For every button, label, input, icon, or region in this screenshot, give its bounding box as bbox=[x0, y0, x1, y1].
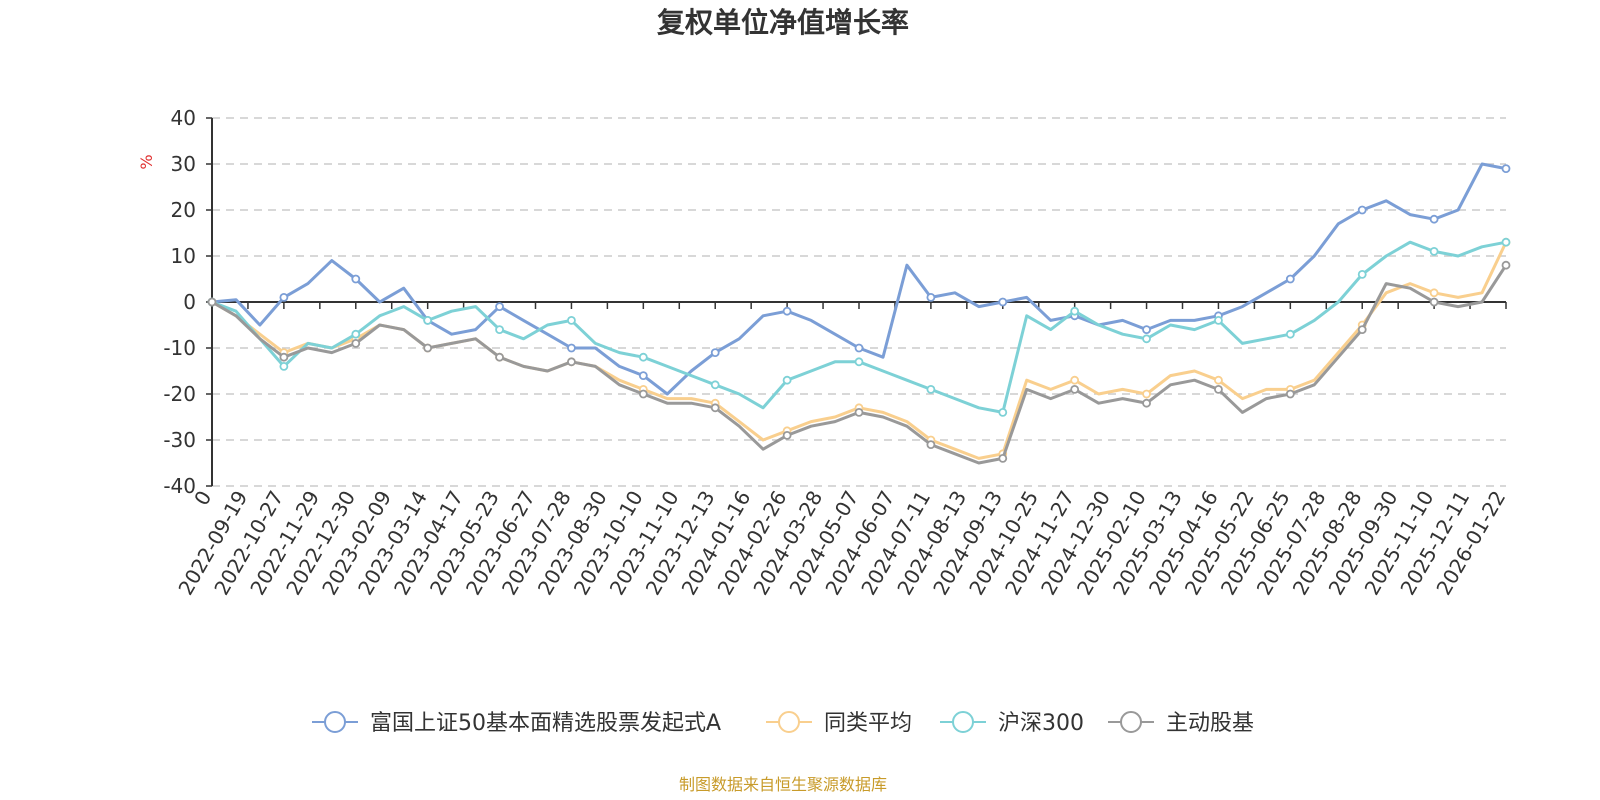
series-point[interactable] bbox=[567, 343, 576, 353]
series-point[interactable] bbox=[638, 371, 648, 381]
series-point[interactable] bbox=[1357, 269, 1367, 279]
series-point[interactable] bbox=[207, 297, 217, 307]
series-point[interactable] bbox=[710, 403, 720, 413]
series-point[interactable] bbox=[495, 302, 504, 312]
series-point[interactable] bbox=[279, 352, 289, 362]
series-point[interactable] bbox=[1070, 384, 1080, 394]
series-point[interactable] bbox=[710, 380, 720, 390]
series-point[interactable] bbox=[351, 329, 361, 339]
legend-item[interactable]: 同类平均 bbox=[766, 711, 912, 736]
series-point[interactable] bbox=[351, 274, 361, 284]
x-tick-label: 0 bbox=[189, 487, 216, 510]
series-point[interactable] bbox=[1285, 389, 1295, 399]
series-point[interactable] bbox=[1142, 389, 1151, 399]
legend-label: 富国上证50基本面精选股票发起式A bbox=[370, 711, 721, 736]
series-point[interactable] bbox=[710, 348, 720, 358]
y-tick-label: -30 bbox=[163, 428, 196, 452]
y-tick-label: 20 bbox=[171, 198, 196, 222]
legend-item[interactable]: 富国上证50基本面精选股票发起式A bbox=[312, 711, 721, 736]
series-point[interactable] bbox=[423, 343, 433, 353]
series-point[interactable] bbox=[423, 315, 433, 325]
series-point[interactable] bbox=[351, 338, 361, 348]
legend-circle-icon bbox=[1120, 711, 1142, 733]
y-tick-label: -40 bbox=[163, 474, 196, 498]
series-point[interactable] bbox=[1142, 334, 1151, 344]
legend-item[interactable]: 主动股基 bbox=[1108, 711, 1254, 736]
legend-label: 沪深300 bbox=[998, 711, 1084, 736]
series-point[interactable] bbox=[279, 361, 289, 371]
legend-circle-icon bbox=[952, 711, 974, 733]
series-point[interactable] bbox=[998, 297, 1008, 307]
legend-label: 同类平均 bbox=[824, 711, 912, 736]
legend[interactable]: 富国上证50基本面精选股票发起式A 同类平均 沪深300 主动股基 bbox=[312, 711, 1254, 736]
series-point[interactable] bbox=[1357, 325, 1367, 335]
series-point[interactable] bbox=[854, 343, 864, 353]
y-tick-label: -10 bbox=[163, 336, 196, 360]
series-point[interactable] bbox=[782, 375, 792, 385]
legend-label: 主动股基 bbox=[1166, 711, 1254, 736]
y-tick-label: 10 bbox=[171, 244, 196, 268]
series-point[interactable] bbox=[1142, 398, 1151, 408]
chart-title: 复权单位净值增长率 bbox=[657, 6, 909, 39]
series-layer bbox=[207, 162, 1511, 465]
series-point[interactable] bbox=[998, 407, 1008, 417]
series-point[interactable] bbox=[998, 453, 1008, 463]
series-point[interactable] bbox=[854, 357, 864, 367]
data-source-note: 制图数据来自恒生聚源数据库 bbox=[679, 775, 887, 794]
series-point[interactable] bbox=[1429, 297, 1439, 307]
series-point[interactable] bbox=[638, 352, 648, 362]
series-point[interactable] bbox=[1214, 315, 1223, 325]
series-point[interactable] bbox=[567, 315, 576, 325]
series-point[interactable] bbox=[1285, 329, 1295, 339]
series-point[interactable] bbox=[1357, 205, 1367, 215]
series-point[interactable] bbox=[495, 325, 504, 335]
y-tick-label: 0 bbox=[183, 290, 196, 314]
series-point[interactable] bbox=[782, 306, 792, 316]
y-tick-label: 40 bbox=[171, 106, 196, 130]
series-point[interactable] bbox=[926, 384, 936, 394]
series-point[interactable] bbox=[567, 357, 576, 367]
series-point[interactable] bbox=[1429, 246, 1439, 256]
series-point[interactable] bbox=[1070, 306, 1080, 316]
series-point[interactable] bbox=[1429, 288, 1439, 298]
series-2 bbox=[207, 237, 1511, 417]
series-point[interactable] bbox=[1501, 260, 1511, 270]
series-point[interactable] bbox=[1501, 164, 1511, 174]
legend-circle-icon bbox=[778, 711, 800, 733]
series-point[interactable] bbox=[782, 430, 792, 440]
series-3 bbox=[207, 260, 1511, 465]
series-point[interactable] bbox=[1070, 375, 1080, 385]
legend-circle-icon bbox=[324, 711, 346, 733]
series-point[interactable] bbox=[1142, 325, 1151, 335]
y-axis-unit: % bbox=[137, 154, 156, 169]
series-point[interactable] bbox=[495, 352, 504, 362]
y-tick-label: -20 bbox=[163, 382, 196, 406]
axes: 403020100-10-20-30-4002022-09-192022-10-… bbox=[163, 106, 1510, 599]
series-point[interactable] bbox=[1285, 274, 1295, 284]
y-tick-label: 30 bbox=[171, 152, 196, 176]
series-point[interactable] bbox=[1429, 214, 1439, 224]
series-point[interactable] bbox=[926, 292, 936, 302]
series-point[interactable] bbox=[1214, 384, 1223, 394]
series-point[interactable] bbox=[926, 440, 936, 450]
series-point[interactable] bbox=[638, 389, 648, 399]
series-point[interactable] bbox=[1214, 375, 1223, 385]
series-point[interactable] bbox=[279, 292, 289, 302]
series-point[interactable] bbox=[1501, 237, 1511, 247]
legend-item[interactable]: 沪深300 bbox=[940, 711, 1084, 736]
series-point[interactable] bbox=[854, 407, 864, 417]
